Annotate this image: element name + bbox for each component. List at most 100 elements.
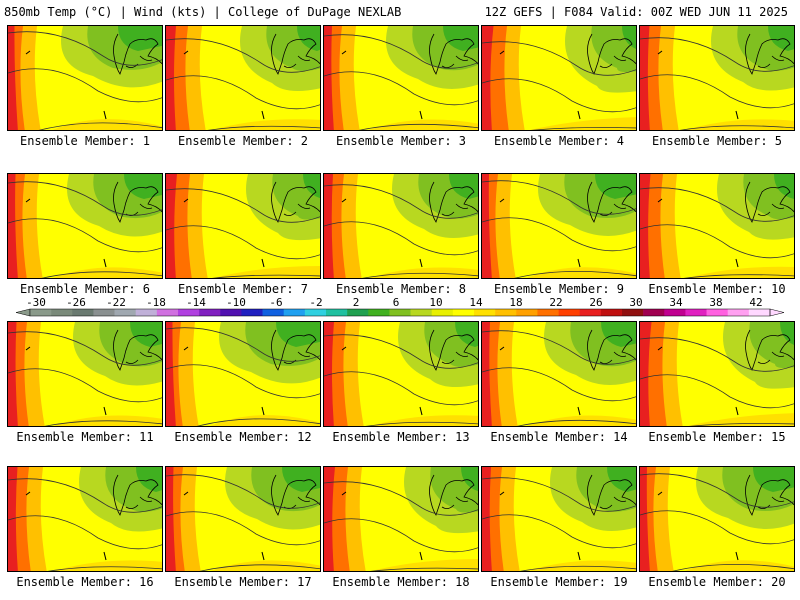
ensemble-map-image xyxy=(166,174,320,278)
colorbar-segment xyxy=(706,309,729,316)
ensemble-map-panel xyxy=(165,25,321,131)
ensemble-map-panel xyxy=(639,466,795,572)
colorbar-segment xyxy=(727,309,750,316)
ensemble-map-image xyxy=(8,322,162,426)
colorbar-segment xyxy=(241,309,263,316)
ensemble-map-image xyxy=(640,322,794,426)
ensemble-map-panel xyxy=(7,466,163,572)
colorbar-segment xyxy=(135,309,158,316)
ensemble-map-panel xyxy=(7,25,163,131)
ensemble-member-label: Ensemble Member: 20 xyxy=(648,575,786,589)
colorbar-segment xyxy=(156,309,179,316)
colorbar-segment xyxy=(452,309,475,316)
ensemble-map-panel xyxy=(165,173,321,279)
ensemble-map-panel xyxy=(323,25,479,131)
colorbar-segment xyxy=(347,309,369,316)
colorbar-segment xyxy=(537,309,559,316)
colorbar-segment xyxy=(30,309,52,316)
ensemble-member-label: Ensemble Member: 13 xyxy=(332,430,470,444)
map-title-right: 12Z GEFS | F084 Valid: 00Z WED JUN 11 20… xyxy=(484,5,788,19)
colorbar-tick-label: 10 xyxy=(429,296,442,309)
ensemble-map-image xyxy=(8,26,162,130)
ensemble-member-label: Ensemble Member: 9 xyxy=(493,282,625,296)
colorbar-tick-label: 22 xyxy=(549,296,562,309)
ensemble-map-panel xyxy=(639,173,795,279)
colorbar-left-arrow xyxy=(15,308,31,317)
colorbar-tick-label: -10 xyxy=(226,296,246,309)
ensemble-map-image xyxy=(166,467,320,571)
colorbar-tick-label: -2 xyxy=(309,296,322,309)
ensemble-map-panel xyxy=(481,321,637,427)
ensemble-member-label: Ensemble Member: 16 xyxy=(16,575,154,589)
colorbar-segment xyxy=(72,309,94,316)
ensemble-map-image xyxy=(324,174,478,278)
colorbar-segment xyxy=(600,309,623,316)
ensemble-map-image xyxy=(324,467,478,571)
map-title-left: 850mb Temp (°C) | Wind (kts) | College o… xyxy=(4,5,402,19)
ensemble-member-label: Ensemble Member: 6 xyxy=(19,282,151,296)
colorbar-segment xyxy=(389,309,411,316)
ensemble-map-image xyxy=(324,26,478,130)
ensemble-member-label: Ensemble Member: 15 xyxy=(648,430,786,444)
ensemble-map-panel xyxy=(323,466,479,572)
ensemble-map-panel xyxy=(481,173,637,279)
colorbar-segment xyxy=(262,309,285,316)
colorbar-segment xyxy=(643,309,665,316)
ensemble-member-label: Ensemble Member: 12 xyxy=(174,430,312,444)
colorbar-tick-label: 2 xyxy=(353,296,360,309)
colorbar-segment xyxy=(368,309,390,316)
colorbar-segment xyxy=(93,309,115,316)
colorbar-tick-label: 38 xyxy=(709,296,722,309)
ensemble-map-image xyxy=(482,467,636,571)
ensemble-map-panel xyxy=(165,321,321,427)
colorbar-tick-label: 42 xyxy=(749,296,762,309)
ensemble-map-image xyxy=(324,322,478,426)
ensemble-map-image xyxy=(482,322,636,426)
colorbar-segment xyxy=(326,309,348,316)
colorbar-tick-label: 18 xyxy=(509,296,522,309)
ensemble-map-panel xyxy=(481,466,637,572)
ensemble-member-label: Ensemble Member: 3 xyxy=(335,134,467,148)
colorbar-segment xyxy=(516,309,538,316)
colorbar-tick-label: 30 xyxy=(629,296,642,309)
colorbar-tick-label: -6 xyxy=(269,296,282,309)
ensemble-map-panel xyxy=(639,25,795,131)
ensemble-map-panel xyxy=(7,321,163,427)
ensemble-map-panel xyxy=(323,321,479,427)
colorbar-segment xyxy=(431,309,454,316)
ensemble-member-label: Ensemble Member: 11 xyxy=(16,430,154,444)
colorbar-tick-label: 14 xyxy=(469,296,483,309)
ensemble-member-label: Ensemble Member: 7 xyxy=(177,282,309,296)
colorbar-segment xyxy=(622,309,644,316)
colorbar-segment xyxy=(304,309,327,316)
colorbar-segment xyxy=(685,309,707,316)
ensemble-map-panel xyxy=(7,173,163,279)
colorbar-right-arrow xyxy=(769,308,785,317)
ensemble-member-label: Ensemble Member: 10 xyxy=(648,282,786,296)
colorbar-segment xyxy=(495,309,517,316)
ensemble-member-label: Ensemble Member: 14 xyxy=(490,430,628,444)
ensemble-map-panel xyxy=(639,321,795,427)
colorbar-segment xyxy=(474,309,496,316)
ensemble-map-image xyxy=(640,26,794,130)
ensemble-map-panel xyxy=(481,25,637,131)
colorbar-tick-label: 26 xyxy=(589,296,602,309)
colorbar-segment xyxy=(664,309,686,316)
ensemble-member-label: Ensemble Member: 4 xyxy=(493,134,625,148)
colorbar-tick-label: 6 xyxy=(393,296,400,309)
colorbar-segment xyxy=(748,309,771,316)
ensemble-member-label: Ensemble Member: 1 xyxy=(19,134,151,148)
ensemble-member-label: Ensemble Member: 2 xyxy=(177,134,309,148)
ensemble-map-panel xyxy=(165,466,321,572)
colorbar-tick-label: -22 xyxy=(106,296,126,309)
ensemble-member-label: Ensemble Member: 5 xyxy=(651,134,783,148)
ensemble-map-image xyxy=(8,467,162,571)
ensemble-map-image xyxy=(166,26,320,130)
ensemble-map-image xyxy=(640,174,794,278)
colorbar-segment xyxy=(579,309,602,316)
colorbar-tick-label: -30 xyxy=(26,296,46,309)
colorbar-segment xyxy=(220,309,242,316)
colorbar-tick-label: 34 xyxy=(669,296,683,309)
ensemble-member-label: Ensemble Member: 18 xyxy=(332,575,470,589)
colorbar-segment xyxy=(199,309,221,316)
